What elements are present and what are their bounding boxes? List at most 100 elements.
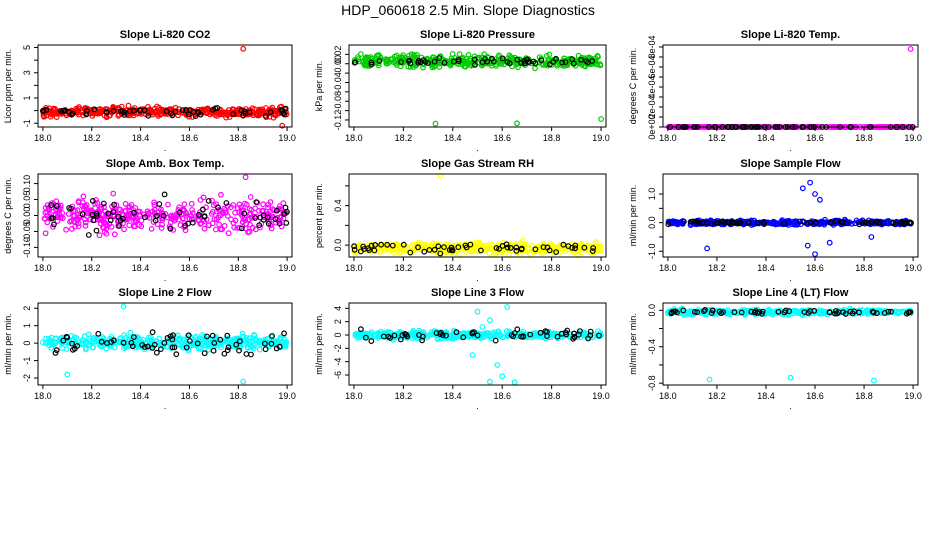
- data-point: [115, 112, 122, 119]
- panel-title: Slope Sample Flow: [740, 158, 841, 170]
- data-point: [245, 229, 251, 236]
- data-point: [195, 337, 202, 343]
- reference-point: [152, 217, 159, 224]
- plot-frame: [662, 173, 919, 258]
- x-tick-label: 18.8: [543, 391, 561, 401]
- data-point: [197, 346, 204, 352]
- panel-title: Slope Line 2 Flow: [119, 287, 212, 299]
- data-point: [145, 338, 152, 344]
- reference-point: [185, 332, 192, 339]
- data-point: [213, 216, 220, 223]
- data-point: [387, 247, 393, 253]
- data-point: [532, 65, 538, 72]
- reference-point: [363, 334, 369, 341]
- data-point: [199, 332, 206, 338]
- x-tick-label: 18.0: [34, 133, 52, 143]
- x-tick-label: 18.4: [757, 133, 775, 143]
- reference-point: [507, 244, 514, 251]
- reference-point: [665, 221, 672, 228]
- data-point: [42, 230, 49, 237]
- reference-point: [693, 218, 700, 225]
- data-point: [179, 341, 185, 347]
- reference-point: [496, 245, 503, 252]
- data-point: [101, 229, 108, 235]
- data-point: [46, 339, 53, 346]
- data-point: [499, 246, 506, 253]
- x-tick-label: 19.0: [278, 263, 296, 273]
- reference-point: [89, 197, 96, 204]
- data-point: [117, 206, 124, 213]
- reference-point: [873, 218, 880, 225]
- data-point: [94, 200, 101, 206]
- x-tick-label: 18.2: [395, 133, 413, 143]
- y-tick-label: 0: [22, 341, 32, 346]
- reference-point: [826, 309, 833, 316]
- x-tick-label: 18.8: [543, 263, 561, 273]
- data-point: [253, 337, 260, 344]
- reference-point: [726, 219, 732, 226]
- reference-point: [745, 220, 752, 226]
- y-tick-label: 0.4: [333, 199, 343, 212]
- y-tick-label: -1: [22, 357, 32, 365]
- reference-point: [357, 248, 364, 255]
- reference-point: [50, 215, 56, 221]
- data-point: [411, 55, 418, 62]
- reference-point: [513, 247, 520, 254]
- data-point: [151, 199, 158, 206]
- reference-point: [173, 351, 180, 358]
- data-point: [474, 240, 481, 247]
- data-point: [93, 197, 99, 203]
- data-point: [75, 223, 82, 230]
- reference-point: [811, 307, 818, 314]
- y-tick-label: 0.0: [647, 216, 657, 229]
- reference-point: [85, 232, 92, 238]
- y-tick-label: 0.0: [647, 304, 657, 317]
- data-point: [205, 342, 212, 349]
- data-point: [241, 216, 248, 223]
- reference-point: [441, 59, 448, 66]
- x-tick-label: 18.4: [757, 391, 775, 401]
- x-tick-label: 18.2: [708, 263, 726, 273]
- reference-point: [129, 343, 136, 350]
- reference-point: [40, 108, 47, 114]
- data-point: [103, 226, 110, 232]
- data-point: [120, 211, 127, 218]
- reference-point: [513, 244, 520, 251]
- data-point: [136, 336, 143, 342]
- reference-point: [553, 55, 559, 62]
- data-point: [146, 110, 153, 116]
- reference-point: [687, 218, 694, 225]
- plot-frame: [37, 302, 293, 386]
- data-point: [819, 218, 826, 225]
- data-point: [823, 309, 830, 315]
- y-tick-label: 0: [333, 332, 343, 337]
- data-point: [248, 214, 255, 221]
- reference-point: [435, 243, 442, 250]
- x-tick-label: 19.0: [592, 263, 610, 273]
- reference-point: [179, 107, 186, 113]
- reference-point: [589, 248, 596, 255]
- y-tick-label: 2: [333, 319, 343, 324]
- outlier-point: [868, 234, 875, 240]
- y-tick-label: 8e-04: [647, 35, 657, 58]
- x-axis-label: .: [476, 273, 479, 283]
- reference-point: [400, 241, 407, 248]
- reference-point: [847, 308, 854, 315]
- data-point: [578, 243, 585, 250]
- panel-title: Slope Gas Stream RH: [421, 158, 534, 170]
- data-point: [240, 333, 247, 340]
- reference-point: [587, 328, 594, 335]
- x-tick-label: 18.6: [493, 391, 511, 401]
- outlier-point: [871, 377, 877, 384]
- y-tick-label: -0.05: [22, 221, 32, 242]
- panel-3: Slope Li-820 Temp. degrees C per min. 18.0…: [628, 29, 922, 153]
- data-point: [206, 222, 212, 229]
- reference-point: [236, 347, 242, 354]
- data-point: [231, 224, 238, 231]
- outlier-point: [812, 251, 818, 258]
- x-tick-label: 18.4: [132, 133, 150, 143]
- outlier-point: [487, 378, 493, 385]
- data-point: [126, 222, 133, 229]
- reference-point: [553, 249, 559, 256]
